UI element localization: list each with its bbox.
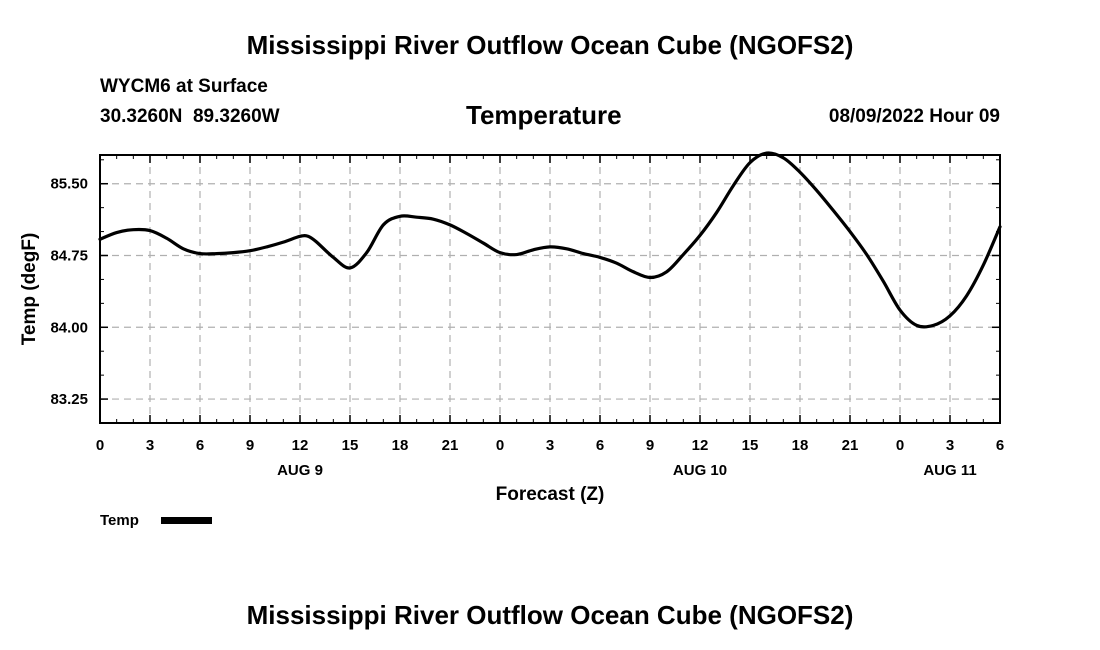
chart-title-bottom: Mississippi River Outflow Ocean Cube (NG… xyxy=(246,600,854,630)
x-tick-label: 0 xyxy=(896,437,904,454)
x-day-label: AUG 11 xyxy=(923,462,976,479)
legend-label: Temp xyxy=(100,512,139,529)
y-tick-label: 85.50 xyxy=(50,176,88,193)
x-tick-label: 3 xyxy=(946,437,954,454)
x-tick-label: 12 xyxy=(292,437,309,454)
x-tick-label: 0 xyxy=(96,437,104,454)
x-tick-label: 15 xyxy=(342,437,359,454)
y-tick-label: 84.75 xyxy=(50,248,88,265)
plot-frame xyxy=(99,154,1001,424)
y-tick-label: 84.00 xyxy=(50,319,88,336)
x-axis-label: Forecast (Z) xyxy=(496,484,605,505)
legend-swatch xyxy=(161,517,212,524)
x-tick-label: 9 xyxy=(646,437,654,454)
station-label: WYCM6 at Surface xyxy=(100,76,268,97)
x-tick-label: 0 xyxy=(496,437,504,454)
x-tick-label: 3 xyxy=(146,437,154,454)
x-tick-label: 18 xyxy=(792,437,809,454)
series-line-temp xyxy=(98,151,1002,329)
x-tick-label: 3 xyxy=(546,437,554,454)
x-tick-label: 6 xyxy=(996,437,1004,454)
plot-title: Temperature xyxy=(466,100,622,130)
coordinates-label: 30.3260N 89.3260W xyxy=(100,106,280,127)
x-tick-label: 21 xyxy=(842,437,859,454)
x-day-label: AUG 10 xyxy=(673,462,727,479)
y-axis-label: Temp (degF) xyxy=(19,233,40,346)
x-tick-label: 12 xyxy=(692,437,709,454)
chart-title-top: Mississippi River Outflow Ocean Cube (NG… xyxy=(246,30,854,60)
x-tick-label: 6 xyxy=(196,437,204,454)
y-tick-label: 83.25 xyxy=(50,391,88,408)
x-tick-label: 21 xyxy=(442,437,459,454)
datetime-label: 08/09/2022 Hour 09 xyxy=(828,106,1000,127)
x-tick-label: 9 xyxy=(246,437,254,454)
x-day-label: AUG 9 xyxy=(277,462,323,479)
x-tick-label: 18 xyxy=(392,437,409,454)
x-tick-label: 6 xyxy=(596,437,604,454)
x-tick-label: 15 xyxy=(742,437,759,454)
